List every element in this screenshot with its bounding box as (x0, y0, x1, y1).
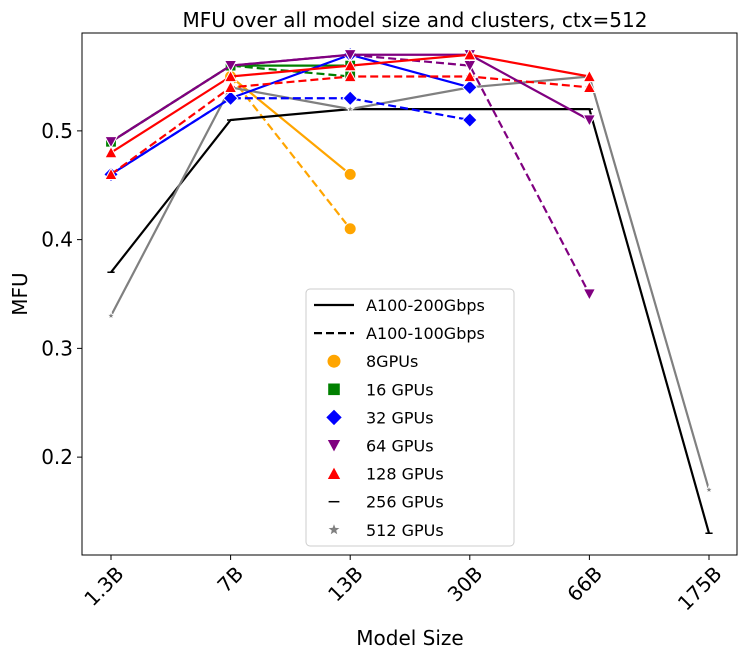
series-32-gpus-100gbps (103, 90, 478, 183)
x-tick-label: 7B (212, 562, 248, 598)
y-axis-label: MFU (8, 272, 32, 315)
series-line (229, 75, 351, 176)
data-point (461, 79, 478, 96)
legend-marker-swatch (325, 521, 343, 537)
data-point (343, 69, 358, 83)
y-tick-label: 0.4 (41, 228, 73, 252)
series-line (110, 75, 711, 491)
x-axis: 1.3B 7B 13B 30B 66B 175B (79, 555, 727, 616)
data-point (342, 90, 359, 107)
legend-label: 16 GPUs (366, 380, 434, 399)
x-tick-label: 30B (443, 562, 488, 607)
legend-item: 32 GPUs (324, 408, 434, 427)
legend-marker-swatch (324, 408, 344, 427)
data-point (343, 49, 358, 62)
legend-label: 256 GPUs (366, 493, 444, 512)
data-point (462, 69, 477, 83)
legend-label: A100-200Gbps (366, 296, 485, 315)
data-point (582, 69, 597, 83)
legend: A100-200Gbps A100-100Gbps 8GPUs 16 GPUs 32 G… (305, 288, 515, 547)
y-tick-label: 0.5 (41, 119, 73, 143)
plot-frame (81, 32, 738, 556)
legend-item: 8GPUs (326, 352, 418, 371)
legend-item: 16 GPUs (327, 380, 434, 399)
series-8-gpus-100gbps (224, 70, 357, 236)
legend-marker-swatch (326, 439, 342, 454)
plot-area (103, 46, 715, 534)
data-point (582, 80, 597, 93)
data-point (343, 167, 357, 181)
x-tick-label: 1.3B (79, 562, 128, 611)
x-axis-label: Model Size (356, 626, 463, 650)
legend-label: 64 GPUs (366, 437, 434, 456)
data-point (461, 112, 478, 128)
data-point (222, 90, 239, 107)
data-point (582, 114, 597, 128)
legend-item: 128 GPUs (326, 465, 444, 484)
legend-marker-swatch (326, 465, 342, 481)
data-point (223, 80, 238, 93)
data-point (343, 222, 357, 236)
data-point (582, 288, 597, 302)
x-tick-label: 13B (323, 562, 368, 607)
data-point (223, 69, 238, 83)
y-axis: 0.2 0.3 0.4 0.5 (41, 119, 82, 469)
data-point (104, 136, 118, 149)
data-point (104, 145, 118, 159)
legend-item: 512 GPUs (325, 521, 444, 540)
y-tick-label: 0.3 (41, 336, 73, 360)
data-point (345, 103, 356, 114)
data-point (105, 310, 117, 321)
data-point (104, 167, 118, 180)
series-line (110, 108, 711, 534)
data-point (223, 60, 238, 73)
series-128-gpus-100gbps (104, 69, 597, 180)
legend-label: A100-100Gbps (366, 324, 485, 343)
series-128-gpus-200gbps (104, 47, 597, 159)
series-line (229, 75, 352, 230)
legend-label: 512 GPUs (366, 521, 444, 540)
series-line (110, 53, 471, 176)
x-tick-label: 66B (562, 562, 607, 607)
series-line (110, 64, 351, 143)
chart-title: MFU over all model size and clusters, ct… (183, 8, 648, 32)
legend-marker-swatch (327, 382, 341, 397)
legend-item: A100-100Gbps (314, 324, 485, 343)
data-point (462, 47, 477, 61)
legend-item: A100-200Gbps (314, 296, 485, 315)
x-tick-label: 175B (673, 562, 727, 616)
legend-marker-swatch (326, 353, 342, 369)
legend-label: 128 GPUs (366, 465, 444, 484)
data-point (343, 58, 358, 72)
legend-label: 32 GPUs (366, 408, 434, 427)
legend-box (305, 288, 515, 547)
legend-item: 64 GPUs (326, 437, 434, 456)
legend-item: 256 GPUs (328, 493, 444, 512)
y-tick-label: 0.2 (41, 445, 73, 469)
legend-label: 8GPUs (366, 352, 418, 371)
data-point (703, 484, 715, 495)
